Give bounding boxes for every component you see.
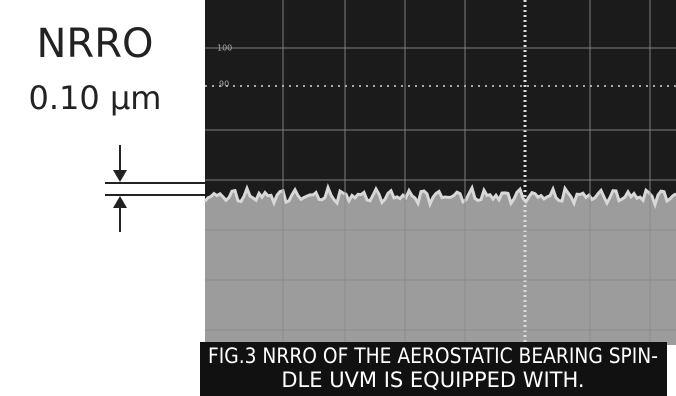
- scope-label: 90: [219, 80, 229, 89]
- caption-line: DLE UVM IS EQUIPPED WITH.: [281, 368, 584, 392]
- figure: 100 90 NRRO 0.10 µm FIG.3 NRRO OF THE AER…: [0, 0, 676, 396]
- nrro-value: 0.10 µm: [29, 79, 162, 117]
- caption-line: FIG.3 NRRO OF THE AEROSTATIC BEARING SPI…: [208, 344, 658, 368]
- scope-label: 100: [217, 44, 232, 53]
- signal-fill: [205, 188, 676, 345]
- nrro-title: NRRO: [37, 21, 154, 67]
- oscilloscope-screen: 100 90: [205, 0, 676, 345]
